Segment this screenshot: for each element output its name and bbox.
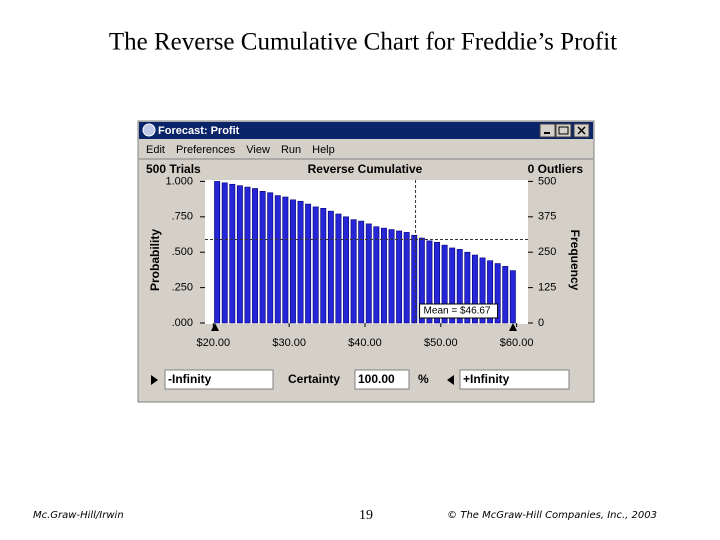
bar (312, 206, 319, 324)
bar (320, 208, 327, 324)
menu-item[interactable]: Edit (146, 144, 165, 156)
bar (479, 257, 486, 324)
bar (494, 263, 501, 324)
menu-item[interactable]: Help (312, 144, 335, 156)
y2-tick-label: 0 (538, 317, 544, 329)
bar (297, 200, 304, 324)
lower-arrow[interactable] (151, 375, 158, 385)
chart: .000 .250 .500 .750 1.000 0 125 250 375 500 $20.00… (165, 175, 556, 349)
range-grabber[interactable] (211, 323, 219, 331)
page-number: 19 (359, 508, 373, 523)
bar (411, 234, 418, 324)
slide-title: The Reverse Cumulative Chart for Freddie… (109, 29, 617, 56)
y-tick-label: .000 (172, 317, 193, 329)
y2-tick-label: 250 (538, 246, 556, 258)
title-bar (139, 122, 593, 139)
bar (441, 244, 448, 324)
window-controls[interactable] (539, 123, 590, 138)
minimize-button[interactable] (539, 123, 556, 138)
trials: 500 Trials (146, 162, 201, 176)
y-tick-label: .500 (172, 246, 193, 258)
bar (426, 240, 433, 324)
bar (388, 229, 395, 324)
bar (373, 226, 380, 324)
y2-tick-label: 500 (538, 175, 556, 187)
maximize-button[interactable] (555, 123, 572, 138)
y-axis-title: Probability (148, 229, 162, 291)
footer-left: Mc.Graw-Hill/Irwin (33, 510, 124, 521)
bar (380, 227, 387, 324)
bar (282, 196, 289, 324)
bar (289, 199, 296, 324)
menu-bar: Edit Preferences View Run Help (146, 144, 335, 156)
y-tick-label: 1.000 (165, 175, 193, 187)
upper-arrow[interactable] (447, 375, 454, 385)
window-icon (142, 123, 156, 137)
bar (350, 219, 357, 324)
lower-value: -Infinity (168, 372, 212, 386)
bar (274, 195, 281, 324)
bar (396, 230, 403, 324)
upper-input[interactable] (459, 369, 570, 390)
x-tick-label: $50.00 (424, 337, 458, 349)
bar (434, 241, 440, 324)
x-tick-label: $60.00 (500, 337, 534, 349)
bar (464, 251, 471, 324)
range-grabber[interactable] (509, 323, 517, 331)
y-tick-label: .250 (172, 282, 193, 294)
bar (343, 216, 349, 324)
upper-value: +Infinity (463, 372, 510, 386)
bar (214, 181, 221, 324)
bar (335, 213, 342, 324)
y2-tick-label: 125 (538, 282, 556, 294)
bar (305, 203, 312, 324)
bar (487, 260, 494, 324)
bar (236, 185, 243, 324)
close-icon (577, 126, 586, 135)
bar (509, 270, 516, 324)
lower-input[interactable] (164, 369, 274, 390)
bar (471, 254, 478, 324)
bar (456, 249, 463, 324)
bar (327, 210, 334, 324)
bar (221, 182, 228, 324)
menu-item[interactable]: View (246, 144, 270, 156)
bar (252, 188, 258, 324)
bar (365, 223, 372, 324)
x-tick-label: $20.00 (197, 337, 231, 349)
menu-item[interactable]: Preferences (176, 144, 236, 156)
y2-axis-title: Frequency (568, 230, 582, 291)
y-tick-label: .750 (172, 211, 193, 223)
certainty-value: 100.00 (358, 372, 395, 386)
bar (358, 220, 365, 324)
maximize-icon (558, 126, 569, 135)
footer-right: © The McGraw-Hill Companies, Inc., 2003 (447, 510, 657, 521)
certainty-label: Certainty (288, 372, 340, 386)
bar (449, 247, 456, 324)
bar (244, 186, 251, 324)
mean-label: Mean = $46.67 (424, 306, 491, 317)
bar (259, 191, 266, 324)
bar (418, 237, 425, 324)
window-title: Forecast: Profit (158, 125, 240, 137)
percent-sign: % (418, 372, 429, 386)
x-tick-label: $30.00 (272, 337, 306, 349)
mean-label-box (419, 303, 499, 319)
menu-item[interactable]: Run (281, 144, 301, 156)
x-tick-label: $40.00 (348, 337, 382, 349)
outliers: 0 Outliers (528, 162, 584, 176)
bar (229, 183, 236, 324)
bar (267, 192, 274, 324)
bar (403, 232, 410, 324)
certainty-input[interactable] (354, 369, 410, 390)
y2-tick-label: 375 (538, 211, 556, 223)
chart-title: Reverse Cumulative (308, 162, 423, 176)
bar (502, 266, 509, 324)
